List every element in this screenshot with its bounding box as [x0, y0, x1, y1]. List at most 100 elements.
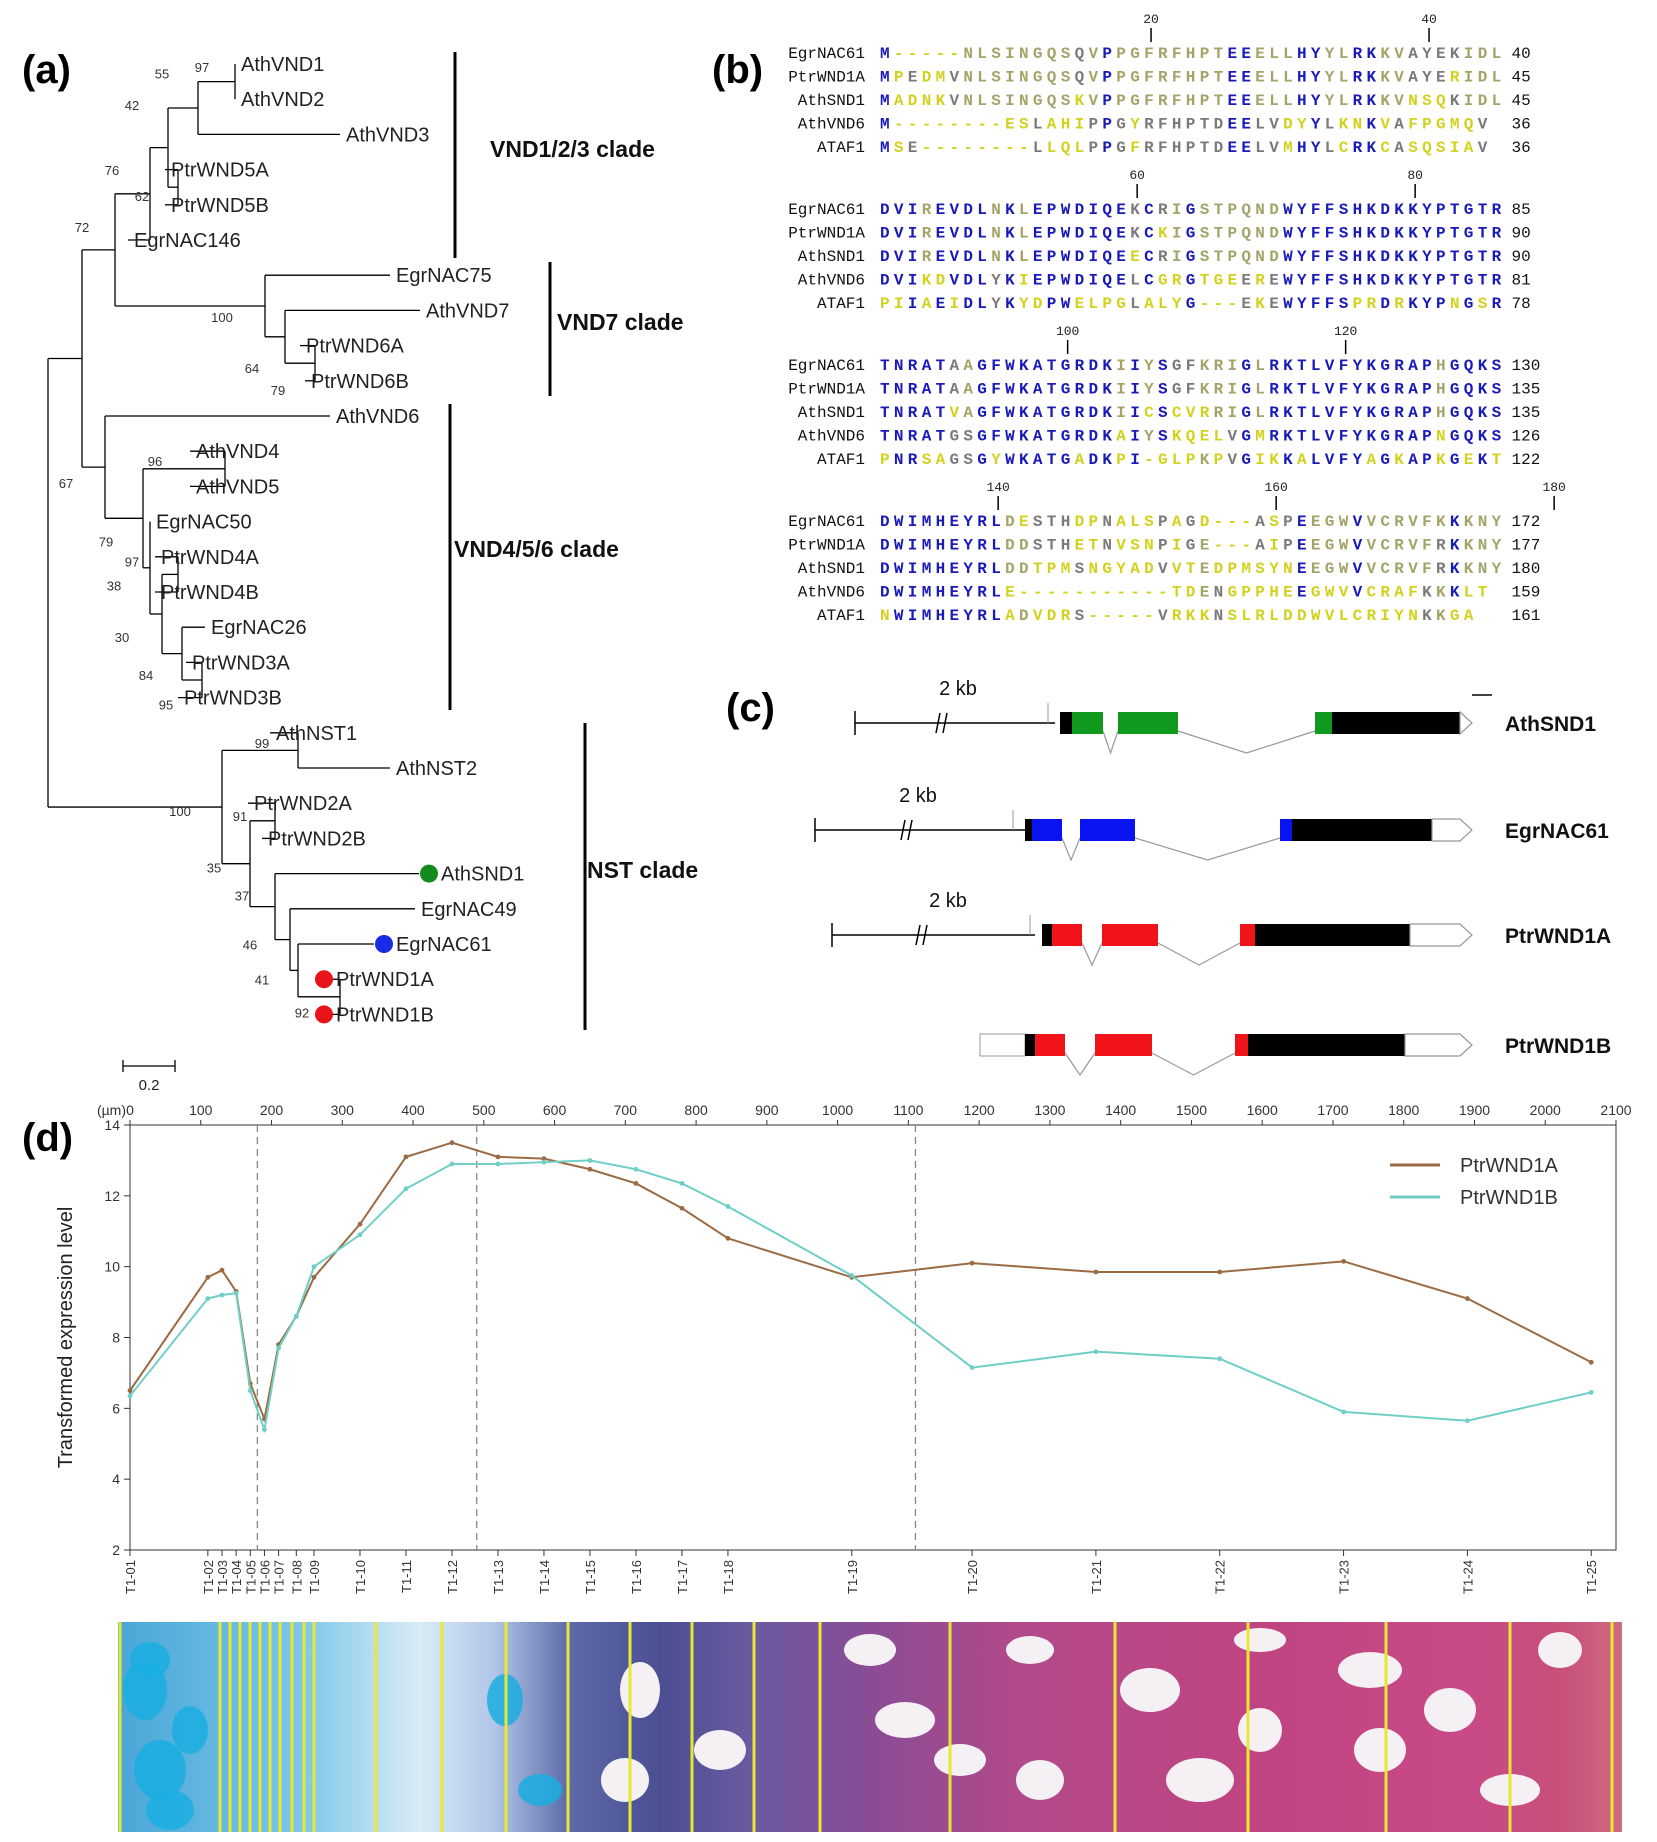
- data-point: [1588, 1389, 1594, 1395]
- residue: V: [950, 69, 960, 87]
- coding-black-segment: [1042, 924, 1052, 946]
- tree-leaf-label: PtrWND3A: [192, 652, 290, 674]
- residue: K: [1380, 69, 1390, 87]
- residue: G: [1380, 451, 1390, 469]
- residue: -: [1075, 584, 1085, 602]
- residue: E: [1311, 537, 1321, 555]
- residue: I: [908, 272, 918, 290]
- residue: Y: [1394, 607, 1404, 625]
- residue: K: [1130, 201, 1140, 219]
- residue: R: [1394, 537, 1404, 555]
- x-top-tick-label: 2000: [1530, 1102, 1561, 1118]
- residue: Q: [1436, 92, 1446, 110]
- data-point: [1217, 1356, 1223, 1362]
- residue: V: [950, 248, 960, 266]
- residue: I: [1172, 537, 1182, 555]
- residue: D: [1380, 272, 1390, 290]
- residue: E: [936, 225, 946, 243]
- residue: W: [1283, 295, 1293, 313]
- residue: K: [1130, 225, 1140, 243]
- residue: E: [950, 537, 960, 555]
- residue: E: [1228, 116, 1238, 134]
- residue: P: [1116, 69, 1126, 87]
- residue: G: [1116, 295, 1126, 313]
- residue: K: [1380, 92, 1390, 110]
- residue: D: [1019, 560, 1029, 578]
- residue: T: [1478, 225, 1488, 243]
- residue: E: [936, 201, 946, 219]
- residue: P: [1047, 272, 1057, 290]
- data-point: [276, 1345, 281, 1351]
- residue: W: [1325, 584, 1335, 602]
- residue: E: [1033, 225, 1043, 243]
- residue: I: [1130, 451, 1140, 469]
- tissue-cell: [934, 1744, 986, 1776]
- residue: F: [1325, 201, 1335, 219]
- residue: V: [1158, 560, 1168, 578]
- sample-label: T1-01: [123, 1560, 138, 1594]
- residue: V: [1116, 537, 1126, 555]
- residue: M: [922, 607, 932, 625]
- residue: P: [894, 69, 904, 87]
- residue: I: [908, 201, 918, 219]
- residue: T: [1047, 404, 1057, 422]
- residue: -: [1144, 607, 1154, 625]
- residue: V: [894, 272, 904, 290]
- residue: K: [1436, 451, 1446, 469]
- residue: W: [1005, 404, 1015, 422]
- data-point: [219, 1267, 225, 1273]
- alignment-row-end: 135: [1512, 381, 1541, 399]
- tissue-cell: [1166, 1758, 1234, 1802]
- residue: S: [1478, 295, 1488, 313]
- y-tick-label: 8: [112, 1330, 120, 1346]
- tissue-cell: [694, 1730, 746, 1770]
- residue: N: [880, 607, 890, 625]
- residue: P: [1436, 248, 1446, 266]
- data-point: [969, 1365, 975, 1371]
- residue: -: [1089, 607, 1099, 625]
- alignment-row-name: PtrWND1A: [788, 69, 865, 87]
- tree-leaf-label: PtrWND6A: [306, 336, 404, 358]
- residue: V: [894, 225, 904, 243]
- residue: F: [1144, 92, 1154, 110]
- residue: N: [894, 404, 904, 422]
- residue: A: [1408, 69, 1418, 87]
- residue: F: [1311, 272, 1321, 290]
- residue: L: [991, 537, 1001, 555]
- residue: A: [1047, 116, 1057, 134]
- residue: V: [1325, 607, 1335, 625]
- sample-label: T1-09: [307, 1560, 322, 1594]
- residue: Y: [1492, 560, 1502, 578]
- clade-label: VND1/2/3 clade: [490, 136, 655, 162]
- residue: G: [1241, 357, 1251, 375]
- residue: L: [1492, 92, 1502, 110]
- residue: M: [880, 69, 890, 87]
- residue: G: [1033, 45, 1043, 63]
- residue: L: [1283, 69, 1293, 87]
- sample-label: T1-17: [675, 1560, 690, 1594]
- residue: N: [894, 451, 904, 469]
- bootstrap-value: 79: [271, 383, 285, 398]
- data-point: [1465, 1418, 1470, 1424]
- residue: T: [1297, 357, 1307, 375]
- residue: S: [1200, 248, 1210, 266]
- bootstrap-value: 64: [245, 361, 259, 376]
- residue: E: [1005, 116, 1015, 134]
- residue: Y: [1353, 404, 1363, 422]
- residue: T: [1214, 248, 1224, 266]
- expression-chart: 2 4 6 8 10 12 14 Transformed expression level 0 1…: [55, 1102, 1632, 1832]
- residue: L: [1269, 45, 1279, 63]
- intron: [1081, 942, 1103, 967]
- residue: A: [963, 381, 973, 399]
- residue: E: [1075, 295, 1085, 313]
- residue: D: [1033, 295, 1043, 313]
- residue: K: [1172, 428, 1182, 446]
- residue: V: [1325, 404, 1335, 422]
- tissue-cell: [1538, 1632, 1582, 1668]
- residue: R: [1144, 116, 1154, 134]
- alignment-row-name: ATAF1: [817, 607, 865, 625]
- residue: D: [1075, 272, 1085, 290]
- residue: R: [1158, 92, 1168, 110]
- residue: K: [1186, 607, 1196, 625]
